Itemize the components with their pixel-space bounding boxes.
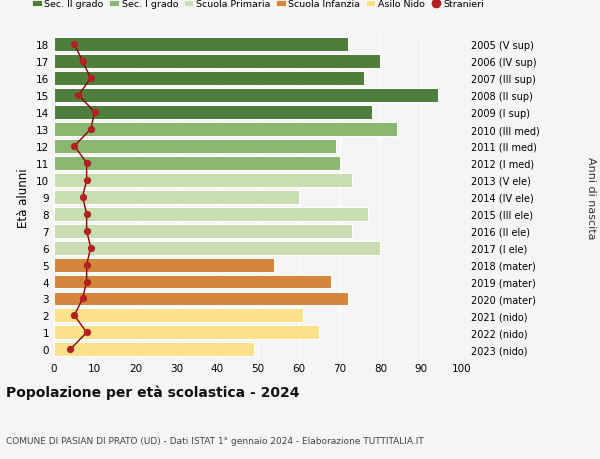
Bar [54,326,319,340]
Bar [54,224,352,238]
Bar [54,89,437,103]
Point [82,278,91,285]
Point [82,261,91,269]
Bar [54,292,348,306]
Text: Popolazione per età scolastica - 2024: Popolazione per età scolastica - 2024 [6,385,299,399]
Point [82,160,91,167]
Bar [54,190,299,204]
Bar [54,106,372,120]
Point [74,92,83,100]
Bar [54,275,331,289]
Bar [54,157,340,170]
Point [78,295,88,302]
Point [78,194,88,201]
Point [82,177,91,184]
Point [70,312,79,319]
Bar [54,241,380,255]
Legend: Sec. II grado, Sec. I grado, Scuola Primaria, Scuola Infanzia, Asilo Nido, Stran: Sec. II grado, Sec. I grado, Scuola Prim… [28,0,488,13]
Bar [54,207,368,221]
Point [86,75,95,83]
Point [78,58,88,66]
Point [70,143,79,150]
Bar [54,123,397,137]
Bar [54,55,380,69]
Point [82,228,91,235]
Point [70,41,79,49]
Bar [54,174,352,187]
Point [86,126,95,134]
Bar [54,309,303,323]
Bar [54,72,364,86]
Point [86,245,95,252]
Text: Anni di nascita: Anni di nascita [586,156,596,239]
Point [65,346,75,353]
Point [82,211,91,218]
Bar [54,38,348,52]
Y-axis label: Età alunni: Età alunni [17,168,31,227]
Point [82,329,91,336]
Bar [54,342,254,357]
Bar [54,258,274,272]
Text: COMUNE DI PASIAN DI PRATO (UD) - Dati ISTAT 1° gennaio 2024 - Elaborazione TUTTI: COMUNE DI PASIAN DI PRATO (UD) - Dati IS… [6,436,424,445]
Point [90,109,100,117]
Bar [54,140,335,154]
